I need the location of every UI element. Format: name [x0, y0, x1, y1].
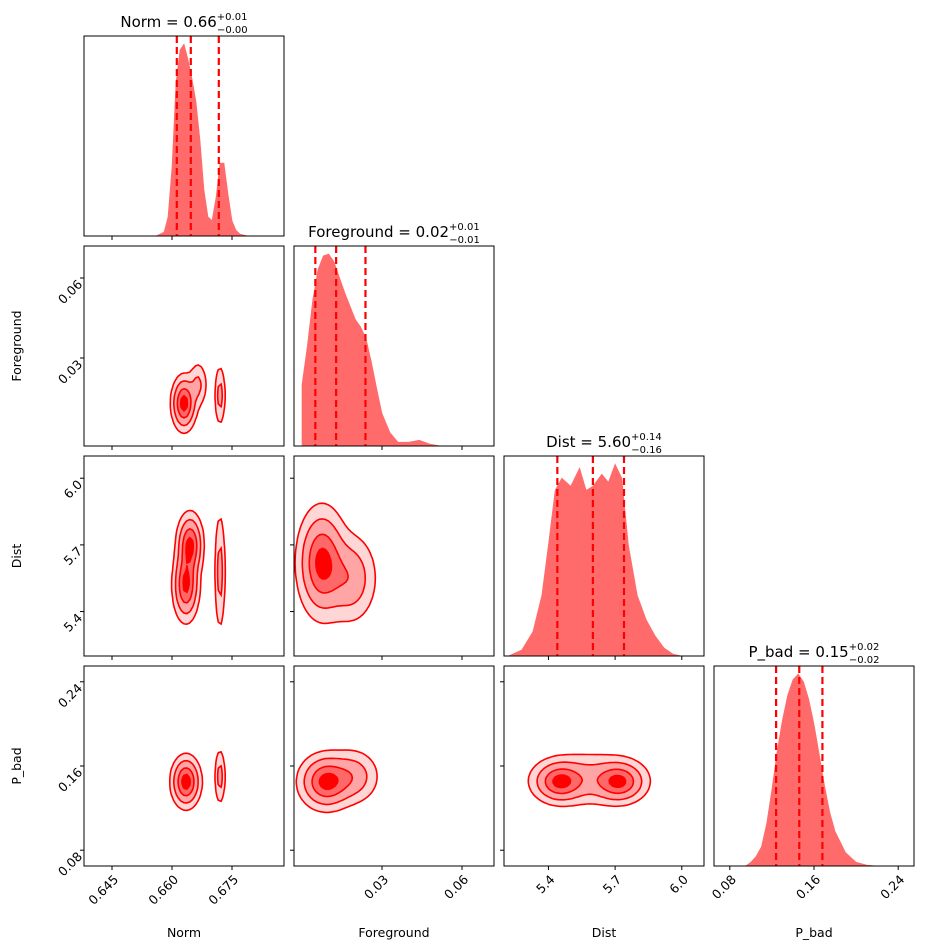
panel-p-bad-vs-norm — [80, 665, 285, 870]
panel-p-bad-vs-dist — [500, 665, 705, 870]
title-minus: −0.00 — [217, 25, 248, 36]
x-tick-label-dist: 5.7 — [600, 872, 625, 897]
contour-line-1 — [173, 759, 223, 804]
title-plus: +0.14 — [631, 432, 662, 443]
panel-frame — [83, 245, 285, 447]
x-tick-label-norm: 0.645 — [85, 872, 121, 908]
contour-line-3 — [318, 772, 339, 791]
title-main: Norm = 0.66 — [120, 13, 216, 31]
x-axis-label-norm: Norm — [167, 925, 201, 940]
x-tick-label-dist: 6.0 — [666, 872, 691, 897]
y-tick-label-foreground: 0.03 — [55, 357, 85, 387]
contour-line-2 — [177, 767, 195, 797]
contour-fill-3 — [182, 774, 191, 790]
y-tick-label-dist: 6.0 — [61, 477, 86, 502]
corner-plot-panels — [80, 35, 915, 870]
contour-line-0 — [169, 364, 226, 435]
panel-dist-vs-dist — [503, 455, 705, 660]
y-tick-label-p-bad: 0.24 — [55, 680, 85, 710]
contour-line-2 — [178, 527, 198, 604]
contour-line-2 — [176, 387, 192, 419]
contour-fill-2 — [545, 769, 634, 794]
title-p-bad: P_bad = 0.15+0.02 −0.02 — [748, 642, 879, 666]
y-axis-label-foreground: Foreground — [9, 310, 24, 381]
x-axis-label-dist: Dist — [592, 925, 617, 940]
contour-fill-3 — [315, 548, 332, 579]
panel-norm-vs-norm — [83, 35, 285, 240]
contour-line-0 — [295, 749, 378, 814]
x-tick-label-p-bad: 0.08 — [709, 872, 739, 902]
contour-line-1 — [303, 757, 368, 806]
contour-line-3 — [181, 773, 191, 790]
title-dist: Dist = 5.60+0.14 −0.16 — [546, 432, 662, 456]
panel-p-bad-vs-foreground — [290, 665, 495, 870]
contour-line-3 — [179, 394, 189, 412]
marginal-p-bad — [745, 673, 878, 866]
y-tick-label-p-bad: 0.08 — [55, 849, 85, 879]
title-minus: −0.01 — [449, 235, 480, 246]
contour-line-3 — [182, 536, 194, 594]
contour-line-1 — [172, 375, 223, 427]
x-tick-label-foreground: 0.03 — [361, 872, 391, 902]
title-main: Dist = 5.60 — [546, 433, 631, 451]
contour-line-2 — [308, 533, 349, 594]
panel-dist-vs-norm — [80, 455, 285, 660]
x-tick-label-p-bad: 0.16 — [793, 872, 823, 902]
contour-line-0 — [169, 750, 226, 812]
x-tick-label-foreground: 0.06 — [441, 872, 471, 902]
x-tick-label-norm: 0.660 — [145, 872, 181, 908]
contour-fill-3 — [180, 395, 188, 411]
contour-line-3 — [315, 547, 333, 580]
contour-line-1 — [536, 761, 643, 801]
contour-line-0 — [527, 753, 652, 808]
panel-foreground-vs-norm — [80, 245, 285, 450]
panel-frame — [83, 35, 285, 237]
x-tick-label-dist: 5.4 — [533, 872, 558, 897]
contour-line-2 — [311, 765, 354, 798]
panel-foreground-vs-foreground — [293, 245, 495, 450]
contour-line-0 — [294, 502, 377, 625]
panel-frame — [293, 455, 495, 657]
panel-dist-vs-foreground — [290, 455, 495, 660]
x-axis-label-foreground: Foreground — [358, 925, 429, 940]
marginal-norm — [155, 43, 249, 236]
y-tick-label-foreground: 0.06 — [55, 277, 85, 307]
contour-line-1 — [174, 518, 224, 615]
title-plus: +0.01 — [217, 12, 248, 23]
contour-fill-3 — [319, 773, 338, 790]
panel-frame — [503, 455, 705, 657]
marginal-dist — [508, 463, 682, 656]
x-tick-label-norm: 0.675 — [205, 872, 241, 908]
y-tick-label-dist: 5.4 — [61, 610, 86, 635]
title-plus: +0.01 — [449, 222, 480, 233]
x-axis-label-p-bad: P_bad — [795, 925, 832, 940]
contour-fill-3 — [183, 537, 194, 593]
contour-line-0 — [170, 509, 227, 626]
y-tick-label-p-bad: 0.16 — [55, 765, 85, 795]
title-main: Foreground = 0.02 — [308, 223, 449, 241]
title-plus: +0.02 — [849, 642, 880, 653]
title-foreground: Foreground = 0.02+0.01 −0.01 — [308, 222, 480, 246]
panel-frame — [83, 455, 285, 657]
y-axis-label-dist: Dist — [9, 544, 24, 569]
title-minus: −0.02 — [849, 655, 880, 666]
contour-line-3 — [552, 774, 627, 789]
marginal-foreground — [301, 253, 441, 446]
title-main: P_bad = 0.15 — [748, 643, 848, 662]
x-tick-label-p-bad: 0.24 — [877, 872, 907, 902]
contour-line-1 — [301, 518, 366, 610]
title-minus: −0.16 — [631, 445, 662, 456]
y-axis-label-p-bad: P_bad — [9, 747, 24, 784]
panel-frame — [293, 245, 495, 447]
panel-p-bad-vs-p-bad — [713, 665, 915, 870]
title-norm: Norm = 0.66+0.01 −0.00 — [120, 12, 247, 36]
y-tick-label-dist: 5.7 — [61, 543, 86, 568]
contour-line-2 — [544, 768, 635, 795]
